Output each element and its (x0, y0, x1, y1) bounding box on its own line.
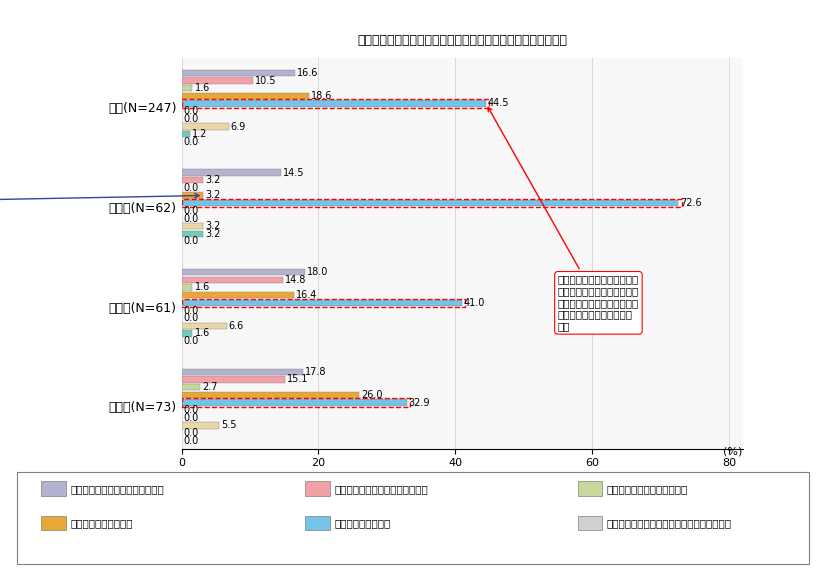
Text: 32.9: 32.9 (408, 397, 430, 408)
Text: 14.8: 14.8 (285, 275, 306, 285)
Bar (182, 223, 204, 229)
Text: 0.0: 0.0 (183, 106, 199, 116)
Bar (182, 369, 304, 375)
Text: 0.0: 0.0 (183, 206, 199, 216)
Text: 学校や職場での教育機会を通じて: 学校や職場での教育機会を通じて (70, 484, 164, 494)
Bar (182, 384, 200, 390)
Text: インターネット上の情報を通じて: インターネット上の情報を通じて (334, 484, 428, 494)
Text: 0.0: 0.0 (183, 413, 199, 423)
Bar (182, 99, 489, 108)
Text: 3.2: 3.2 (205, 221, 221, 231)
Bar (182, 199, 681, 207)
Text: 0.0: 0.0 (183, 183, 199, 193)
Bar (182, 200, 678, 206)
Text: 1.6: 1.6 (195, 83, 210, 93)
Bar (182, 131, 190, 137)
Text: 18.0: 18.0 (307, 267, 328, 277)
Bar (182, 376, 285, 383)
Text: 近所の人やボランティアグループから聞いて: 近所の人やボランティアグループから聞いて (606, 518, 732, 528)
Text: (%): (%) (724, 447, 742, 457)
Text: 6.9: 6.9 (231, 121, 246, 132)
Text: 友人・知人から聞いて: 友人・知人から聞いて (70, 518, 133, 528)
Text: どの年齢でも最も相談するの
は親や家族である。しかし、
年齢が高くなるにつれて、親
や家族に相談する割合は低
下。: どの年齢でも最も相談するの は親や家族である。しかし、 年齢が高くなるにつれて、… (488, 108, 639, 331)
Text: 0.0: 0.0 (183, 236, 199, 247)
Bar (182, 231, 204, 237)
Text: 6.6: 6.6 (229, 321, 244, 331)
Bar (182, 399, 407, 406)
Bar (182, 299, 465, 307)
Bar (182, 330, 192, 337)
Text: 親や家族から聞いて: 親や家族から聞いて (334, 518, 390, 528)
Bar (182, 70, 295, 76)
Text: 16.4: 16.4 (295, 290, 317, 300)
Text: 3.2: 3.2 (205, 190, 221, 201)
Text: 0.0: 0.0 (183, 436, 199, 446)
Text: 16.6: 16.6 (297, 68, 318, 78)
Bar (182, 93, 309, 99)
Text: 44.5: 44.5 (488, 98, 510, 109)
Text: 3.2: 3.2 (205, 175, 221, 185)
Bar (182, 392, 360, 398)
Text: 1.6: 1.6 (195, 282, 210, 293)
Text: テレビ・書籍・雑誌を通じて: テレビ・書籍・雑誌を通じて (606, 484, 687, 494)
Bar (182, 123, 229, 130)
Text: 0.0: 0.0 (183, 405, 199, 415)
Text: 1.2: 1.2 (191, 129, 207, 139)
Text: 17.8: 17.8 (305, 367, 327, 377)
Text: 0.0: 0.0 (183, 114, 199, 124)
Bar (182, 300, 462, 306)
Bar (182, 100, 486, 107)
Text: 0.0: 0.0 (183, 336, 199, 346)
Text: 3.2: 3.2 (205, 229, 221, 239)
Text: 0.0: 0.0 (183, 428, 199, 438)
Bar (182, 422, 219, 429)
Text: 中学生頃から、親や
家族だけではなく、
「友人・知人」に相
談するようになる。: 中学生頃から、親や 家族だけではなく、 「友人・知人」に相 談するようになる。 (0, 181, 199, 225)
Text: 1.6: 1.6 (195, 328, 210, 339)
Text: 14.5: 14.5 (283, 167, 304, 178)
Text: 2.7: 2.7 (202, 382, 218, 392)
Title: 子どもの年齢が高まるにつれて親や家族に相談する割合が低下: 子どもの年齢が高まるにつれて親や家族に相談する割合が低下 (357, 33, 567, 47)
Bar (182, 284, 192, 291)
Text: 0.0: 0.0 (183, 213, 199, 224)
Bar (182, 292, 294, 298)
Text: 26.0: 26.0 (361, 390, 383, 400)
Text: 5.5: 5.5 (221, 420, 237, 431)
Text: 0.0: 0.0 (183, 137, 199, 147)
Bar (182, 177, 204, 183)
Bar (182, 77, 253, 84)
Bar (182, 398, 410, 407)
Text: 0.0: 0.0 (183, 305, 199, 316)
Text: 15.1: 15.1 (287, 374, 309, 385)
Bar (182, 277, 283, 283)
Bar (182, 269, 304, 275)
Bar (182, 169, 280, 176)
Text: 72.6: 72.6 (681, 198, 702, 208)
Text: 41.0: 41.0 (464, 298, 485, 308)
Text: 18.6: 18.6 (311, 91, 332, 101)
Text: 10.5: 10.5 (256, 75, 277, 86)
Text: 0.0: 0.0 (183, 313, 199, 323)
Bar (182, 192, 204, 199)
Bar (182, 85, 192, 91)
Bar (182, 323, 227, 329)
